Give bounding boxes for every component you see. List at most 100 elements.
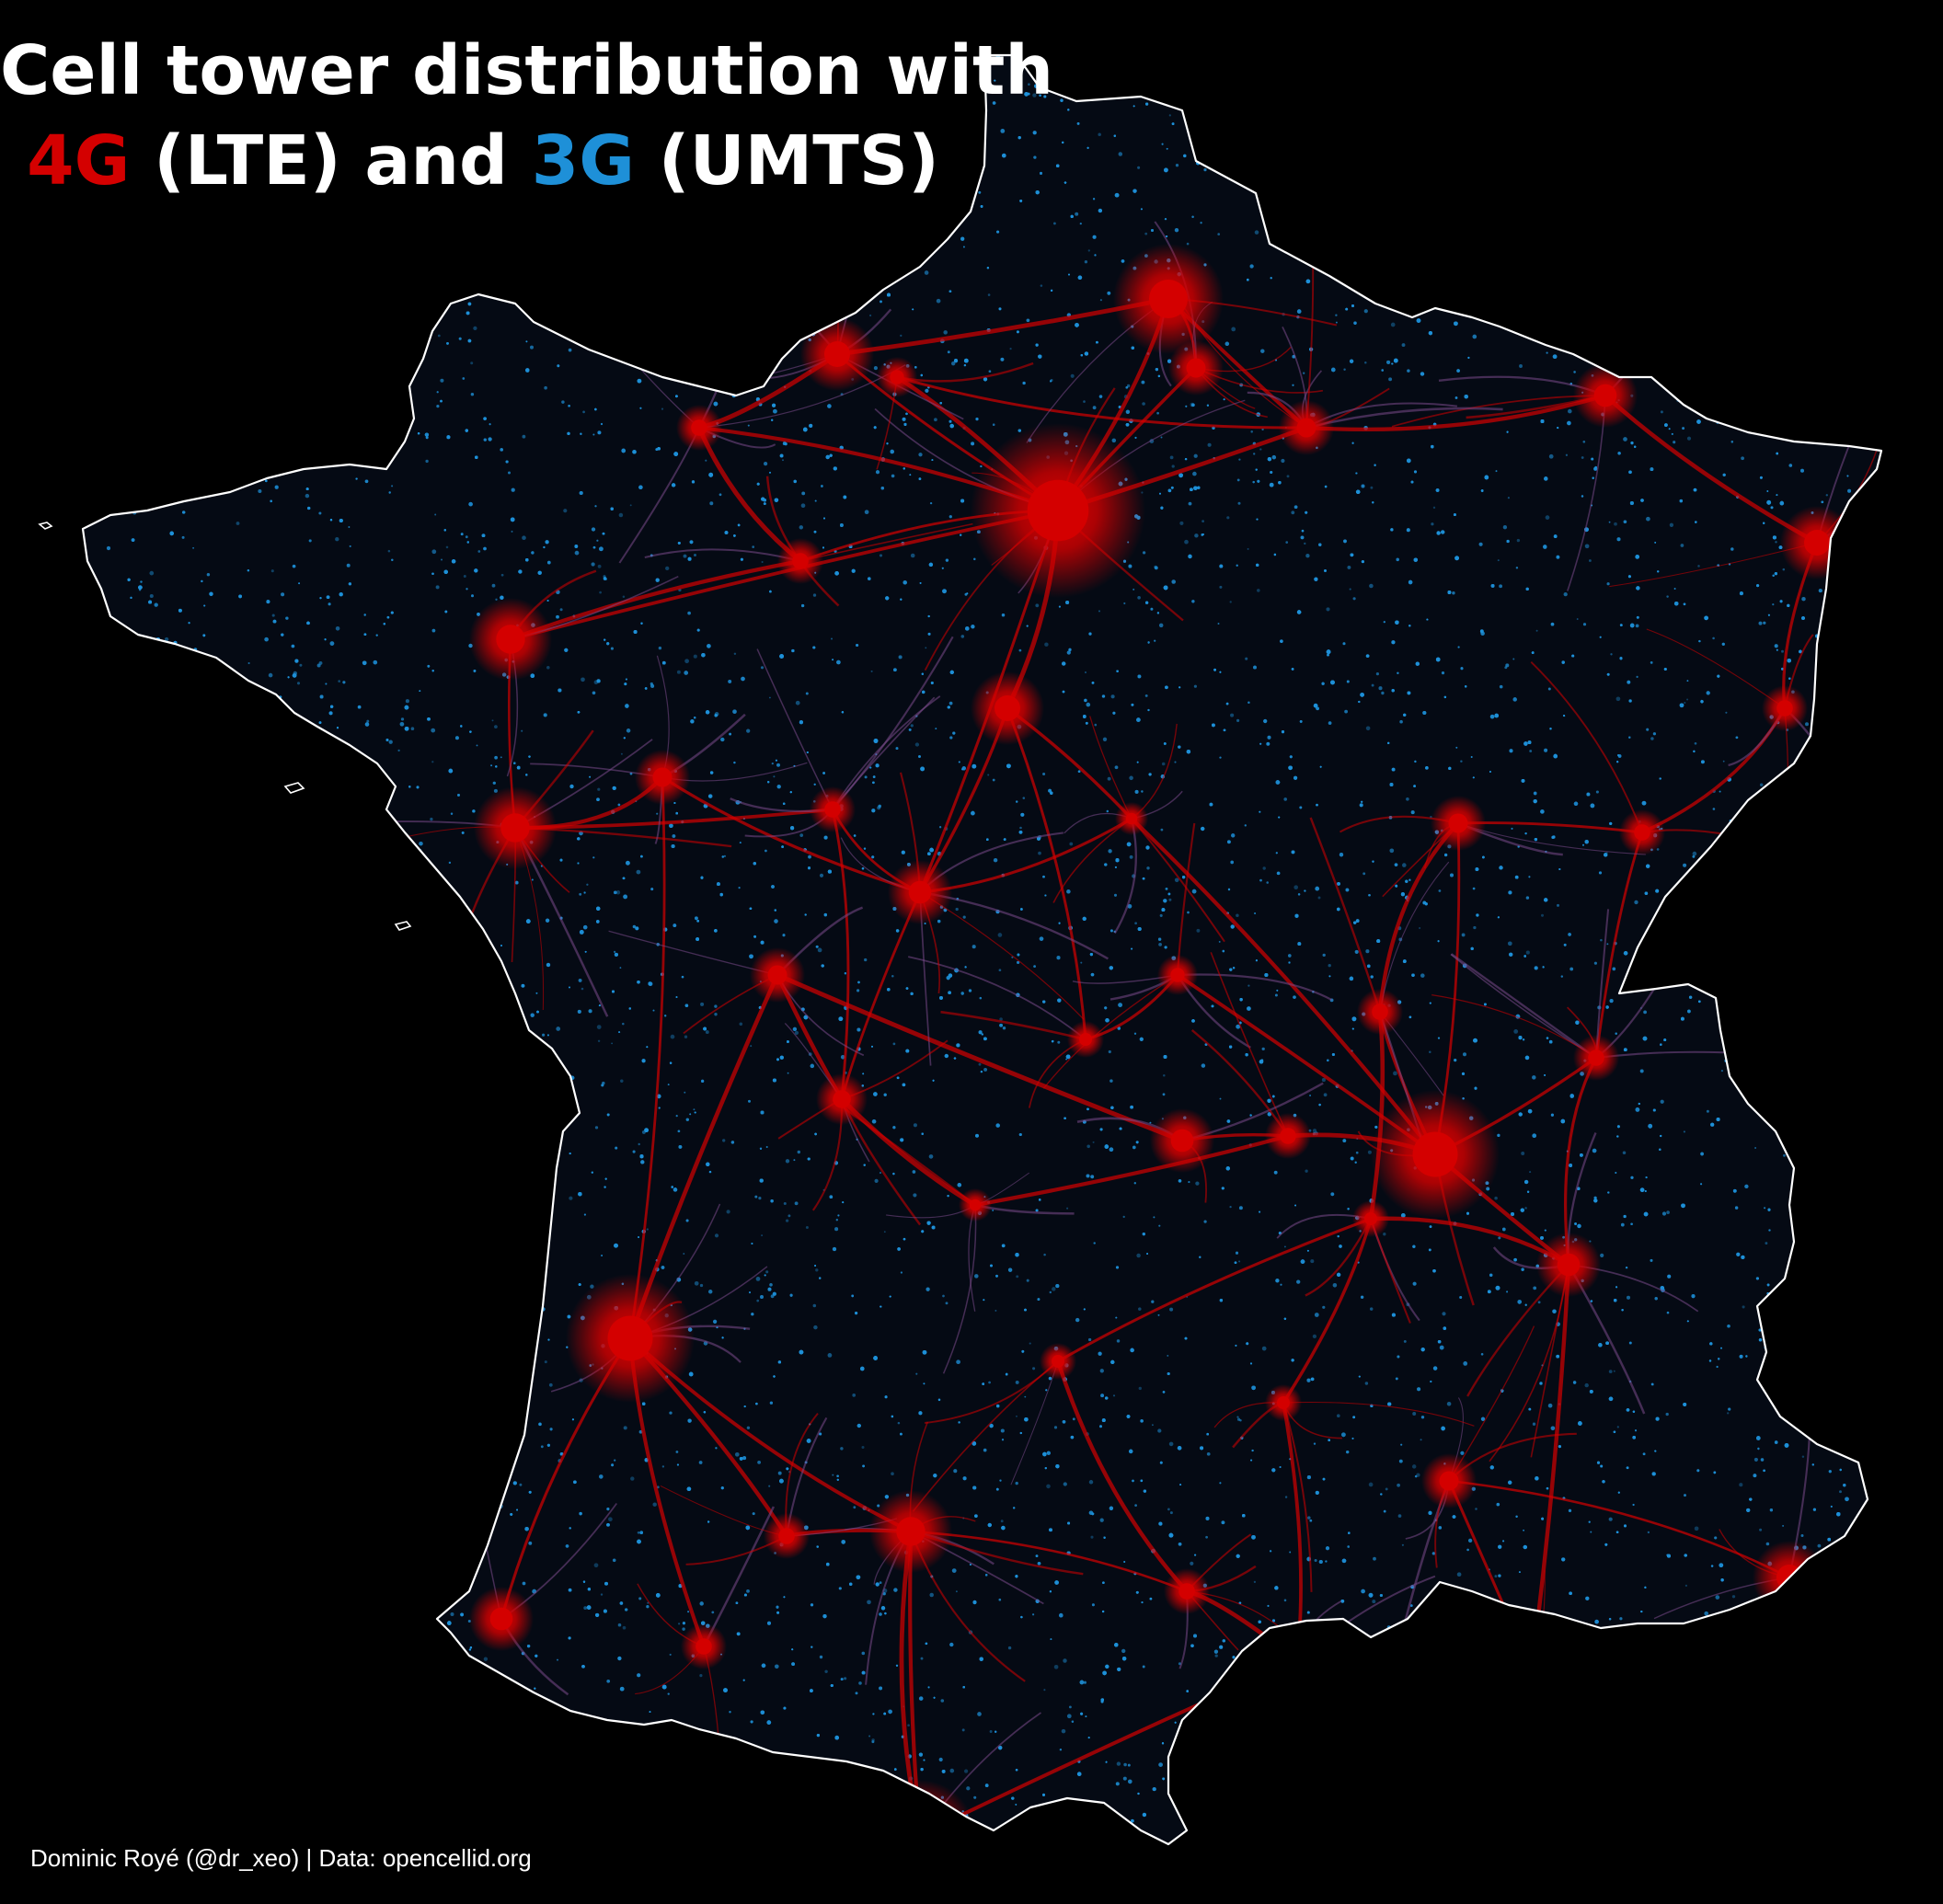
umts-3g-tower	[983, 1067, 988, 1072]
umts-3g-tower	[714, 1004, 718, 1008]
umts-3g-tower	[713, 401, 719, 407]
umts-3g-tower	[1390, 322, 1396, 327]
umts-3g-tower	[800, 503, 806, 509]
umts-3g-tower	[1322, 1305, 1326, 1309]
umts-3g-tower	[1086, 702, 1091, 707]
umts-3g-tower	[783, 1201, 787, 1206]
umts-3g-tower	[436, 391, 439, 394]
umts-3g-tower	[813, 1325, 818, 1330]
umts-3g-tower	[1134, 922, 1137, 925]
umts-3g-tower	[652, 1502, 657, 1507]
umts-3g-tower	[630, 1476, 635, 1481]
umts-3g-tower	[1547, 687, 1551, 691]
umts-3g-tower	[1314, 1313, 1319, 1317]
umts-3g-tower	[1654, 1296, 1658, 1301]
umts-3g-tower	[430, 817, 433, 821]
umts-3g-tower	[646, 1605, 650, 1609]
umts-3g-tower	[1293, 995, 1296, 999]
umts-3g-tower	[1236, 1024, 1241, 1029]
umts-3g-tower	[851, 1294, 855, 1298]
umts-3g-tower	[1158, 1224, 1161, 1227]
umts-3g-tower	[593, 1563, 599, 1568]
umts-3g-tower	[1759, 1528, 1763, 1531]
umts-3g-tower	[1335, 321, 1338, 324]
umts-3g-tower	[1142, 402, 1145, 406]
umts-3g-tower	[1167, 1508, 1170, 1511]
umts-3g-tower	[1129, 855, 1133, 859]
umts-3g-tower	[892, 1042, 896, 1046]
umts-3g-tower	[1011, 956, 1014, 958]
umts-3g-tower	[1694, 1526, 1699, 1531]
umts-3g-tower	[675, 1451, 679, 1453]
umts-3g-tower	[530, 345, 534, 350]
umts-3g-tower	[592, 691, 596, 695]
umts-3g-tower	[1754, 1147, 1757, 1149]
umts-3g-tower	[925, 647, 927, 649]
umts-3g-tower	[1017, 953, 1020, 957]
umts-3g-tower	[1759, 783, 1764, 786]
umts-3g-tower	[1412, 1244, 1416, 1248]
umts-3g-tower	[739, 1022, 743, 1027]
umts-3g-tower	[1629, 500, 1634, 506]
umts-3g-tower	[994, 1309, 997, 1312]
umts-3g-tower	[1416, 1473, 1420, 1477]
umts-3g-tower	[1015, 1481, 1018, 1485]
umts-3g-tower	[636, 869, 641, 875]
umts-3g-tower	[1026, 318, 1030, 323]
umts-3g-tower	[569, 784, 574, 789]
umts-3g-tower	[614, 1459, 616, 1462]
umts-3g-tower	[1169, 1511, 1173, 1515]
umts-3g-tower	[1083, 400, 1086, 403]
umts-3g-tower	[1017, 429, 1021, 432]
umts-3g-tower	[569, 986, 570, 989]
umts-3g-tower	[1403, 1339, 1407, 1343]
umts-3g-tower	[1292, 384, 1294, 386]
umts-3g-tower	[752, 1512, 755, 1516]
umts-3g-tower	[1191, 215, 1194, 219]
umts-3g-tower	[705, 459, 707, 462]
umts-3g-tower	[431, 761, 434, 763]
umts-3g-tower	[819, 1655, 823, 1659]
umts-3g-tower	[622, 595, 626, 599]
umts-3g-tower	[958, 1421, 960, 1424]
umts-3g-tower	[1136, 1253, 1141, 1258]
umts-3g-tower	[1231, 327, 1236, 332]
umts-3g-tower	[540, 1445, 544, 1449]
umts-3g-tower	[1322, 953, 1326, 958]
umts-3g-tower	[1144, 694, 1148, 697]
umts-3g-tower	[594, 505, 597, 508]
umts-3g-tower	[700, 1002, 705, 1006]
umts-3g-tower	[951, 1568, 957, 1573]
umts-3g-tower	[1187, 911, 1190, 914]
umts-3g-tower	[465, 535, 468, 539]
umts-3g-tower	[563, 509, 568, 513]
umts-3g-tower	[883, 1231, 886, 1233]
umts-3g-tower	[815, 1268, 819, 1272]
umts-3g-tower	[1369, 583, 1374, 589]
umts-3g-tower	[1525, 950, 1530, 955]
umts-3g-tower	[750, 1045, 753, 1048]
umts-3g-tower	[1353, 321, 1357, 325]
umts-3g-tower	[622, 1022, 625, 1026]
umts-3g-tower	[1498, 1236, 1501, 1240]
umts-3g-tower	[1825, 494, 1828, 497]
umts-3g-tower	[1683, 863, 1687, 867]
umts-3g-tower	[1438, 889, 1442, 892]
umts-3g-tower	[914, 742, 920, 747]
umts-3g-tower	[699, 1283, 704, 1288]
umts-3g-tower	[591, 562, 595, 567]
umts-3g-tower	[1706, 1109, 1709, 1113]
umts-3g-tower	[1169, 455, 1174, 460]
umts-3g-tower	[817, 947, 822, 953]
umts-3g-tower	[1274, 993, 1278, 997]
umts-3g-tower	[1065, 1058, 1068, 1061]
umts-3g-tower	[615, 889, 621, 895]
umts-3g-tower	[1000, 1520, 1004, 1523]
umts-3g-tower	[1121, 1648, 1126, 1654]
umts-3g-tower	[969, 1563, 972, 1566]
umts-3g-tower	[1411, 1464, 1417, 1469]
umts-3g-tower	[1312, 1334, 1317, 1339]
umts-3g-tower	[1362, 872, 1366, 876]
umts-3g-tower	[799, 525, 804, 530]
umts-3g-tower	[1475, 1508, 1477, 1510]
